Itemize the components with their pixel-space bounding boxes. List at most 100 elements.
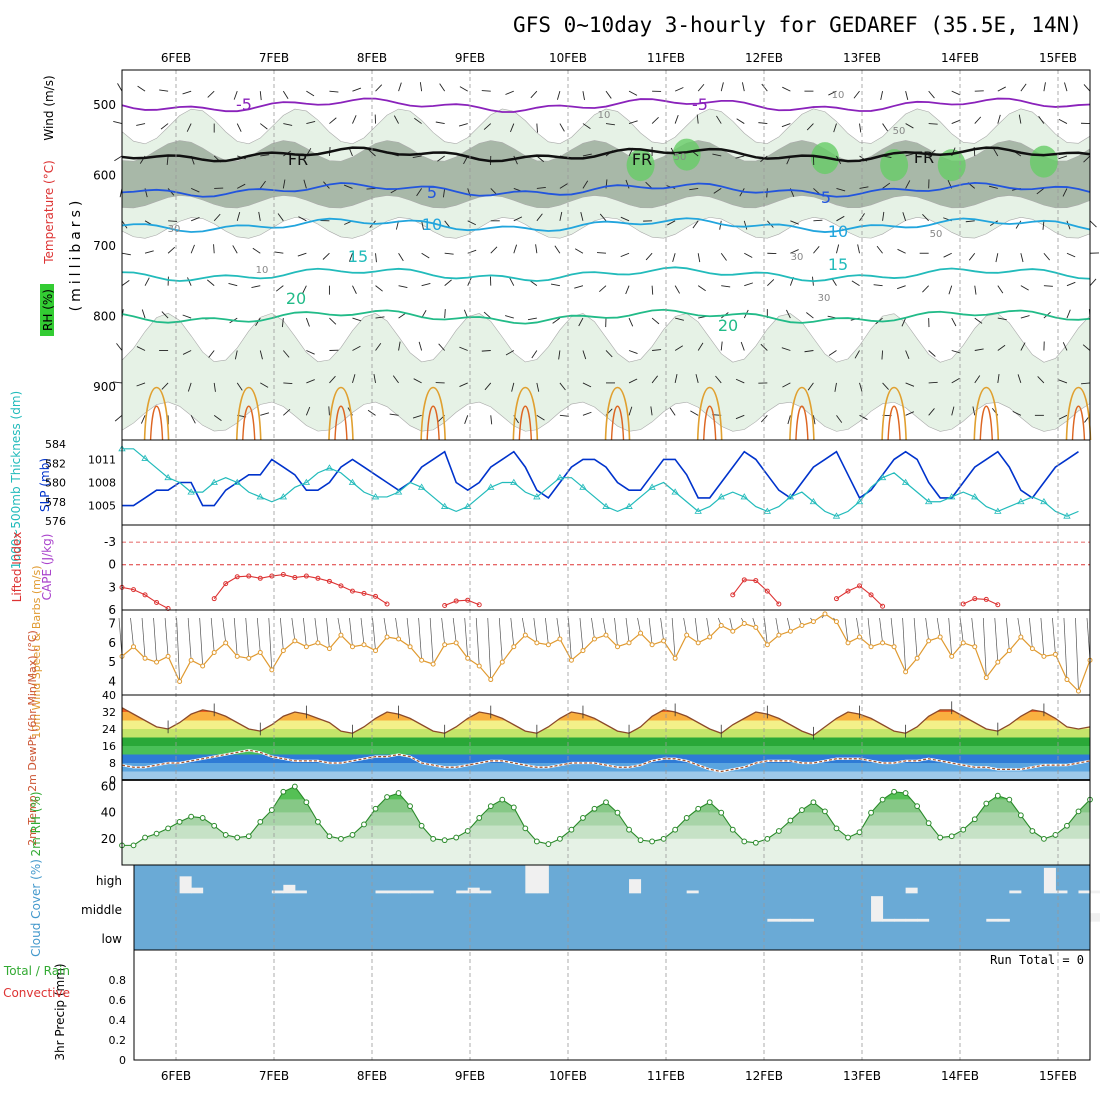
wind-barb	[144, 277, 150, 286]
surface-wind-barb	[210, 617, 215, 653]
lifted-index-point	[131, 587, 137, 593]
cloud-high-bar	[1009, 890, 1022, 894]
slp-tick-label: 1005	[88, 500, 116, 513]
wind-barb	[1058, 155, 1068, 160]
wind-barb	[398, 252, 404, 262]
thickness-point	[325, 464, 334, 471]
wind-barb	[258, 211, 261, 221]
rh-high-patch	[937, 149, 966, 182]
surface-wind-barb	[153, 617, 157, 663]
rh2m-label: 2m RH (%)	[29, 791, 43, 856]
lifted-index-line	[963, 598, 999, 606]
lifted-tick-label: 3	[108, 580, 116, 594]
wind-barb	[1081, 382, 1091, 385]
lifted-index-point	[880, 603, 886, 609]
wind-speed-point	[983, 675, 989, 681]
panel-frame	[133, 949, 1091, 1061]
lifted-index-point	[338, 583, 344, 589]
date-label-top: 7FEB	[259, 51, 289, 65]
thickness-point	[878, 473, 887, 481]
date-label-bottom: 7FEB	[259, 1069, 289, 1083]
low-temp-contour	[610, 405, 625, 441]
rh-point	[603, 799, 609, 806]
wind-barb	[836, 187, 846, 192]
surface-wind-barb	[706, 617, 711, 638]
wind-barb	[527, 317, 537, 321]
wind-barb	[483, 311, 492, 319]
rh-point	[1075, 808, 1082, 815]
cloud-middle-bar	[986, 918, 999, 922]
date-label-bottom: 9FEB	[455, 1069, 485, 1083]
wind-barb	[928, 408, 935, 416]
wind-barb	[536, 155, 545, 163]
wind-barb	[398, 285, 408, 288]
thickness-point	[510, 478, 518, 485]
rh-point	[257, 818, 264, 825]
wind-barb	[697, 253, 701, 263]
wind-barb	[968, 252, 976, 261]
rh-point	[326, 833, 333, 840]
lifted-index-point	[211, 596, 217, 602]
cloud-high-bar	[294, 890, 307, 894]
wind-speed-point	[753, 624, 759, 630]
wind-barb	[1066, 309, 1071, 319]
wind-barb	[398, 312, 407, 319]
temperature-label: Temperature (°C)	[42, 160, 56, 265]
wind-barb	[442, 188, 446, 198]
rh-point	[315, 818, 321, 825]
wind-barb	[412, 414, 422, 419]
wind-barb	[628, 317, 634, 327]
wind-barb	[897, 285, 906, 290]
wind-barb	[650, 406, 653, 416]
cloud-high-bar	[375, 890, 388, 894]
wind-barb	[232, 245, 238, 254]
wind-barb	[207, 90, 215, 98]
wind-barb	[234, 350, 238, 360]
wind-barb	[375, 342, 382, 351]
wind-barb	[1043, 285, 1053, 287]
wind-speed-point	[545, 642, 551, 648]
rh-point	[1006, 796, 1013, 803]
wind-barb	[483, 123, 492, 130]
cloud-high-bar	[1078, 890, 1091, 894]
wind-barb	[992, 147, 999, 157]
wind-barb	[306, 90, 315, 97]
wind-speed-point	[338, 632, 344, 638]
surface-wind-barb	[245, 617, 250, 659]
surface-wind-barb	[395, 617, 399, 640]
thickness-point	[556, 473, 564, 481]
surface-wind-barb	[475, 617, 480, 667]
thickness-point	[786, 493, 795, 500]
cloud-high-bar	[456, 890, 469, 894]
low-temp-contour	[235, 387, 262, 441]
thickness-tick-label: 582	[45, 457, 66, 470]
temp-color-band	[122, 746, 1090, 755]
date-label-top: 14FEB	[941, 51, 979, 65]
thickness-point	[164, 473, 172, 481]
wind-barb	[857, 244, 860, 254]
low-temp-contour	[1065, 387, 1092, 441]
surface-wind-barb	[959, 617, 964, 643]
low-temp-contour	[887, 405, 901, 441]
wind-barb	[182, 350, 192, 355]
temp-color-band	[122, 754, 1090, 763]
wind-tick-label: 7	[108, 617, 116, 631]
wind-barb	[943, 252, 952, 258]
wind-barb	[854, 350, 860, 359]
cloud-middle-bar	[778, 918, 791, 922]
wind-barb	[511, 382, 515, 392]
isotherm-label: FR	[288, 150, 308, 169]
wind-barb	[259, 350, 263, 360]
rh-point	[453, 834, 460, 841]
wind-barb	[298, 216, 307, 222]
wind-barb	[758, 122, 768, 125]
wind-speed-point	[407, 644, 413, 650]
wind-barb	[190, 415, 196, 424]
thickness-point	[394, 488, 403, 495]
wind-speed-point	[972, 644, 978, 650]
rh-point	[845, 834, 851, 841]
surface-wind-barb	[130, 617, 134, 647]
wind-barb	[735, 378, 745, 384]
wind-speed-point	[787, 628, 793, 634]
wind-barb	[328, 406, 330, 416]
